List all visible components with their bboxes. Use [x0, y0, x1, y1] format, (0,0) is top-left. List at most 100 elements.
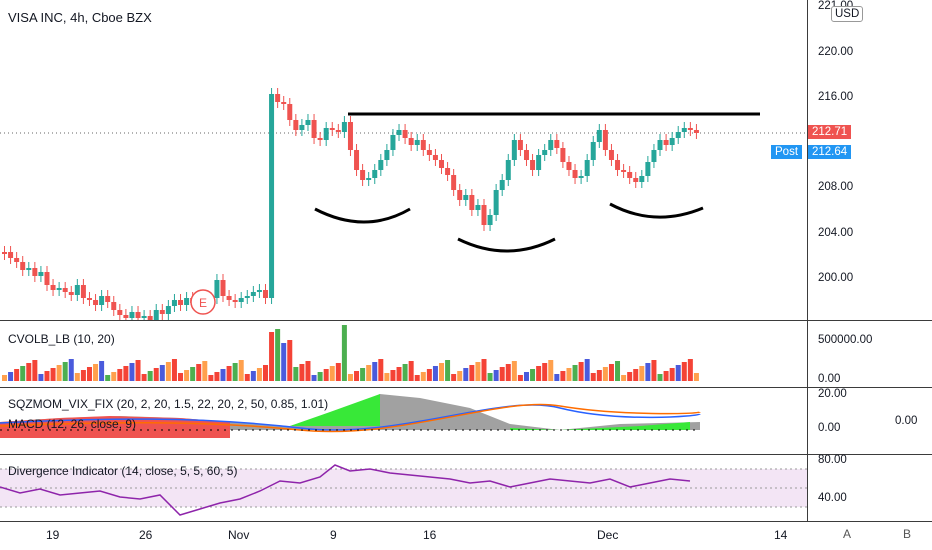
- price-pane[interactable]: E VISA INC, 4h, Cboe BZX: [0, 0, 807, 320]
- volume-bar: [439, 363, 445, 381]
- divergence-label[interactable]: Divergence Indicator (14, close, 5, 5, 6…: [8, 464, 238, 478]
- volume-bar: [135, 360, 141, 381]
- volume-bar: [262, 365, 268, 381]
- cvolb-axis-top: 500000.00: [818, 334, 873, 346]
- volume-bar: [608, 364, 614, 381]
- cvolb-label[interactable]: CVOLB_LB (10, 20): [8, 332, 115, 346]
- candle-body: [548, 140, 554, 150]
- volume-bar: [396, 367, 402, 381]
- candle-body: [420, 140, 426, 150]
- candle-body: [354, 150, 360, 170]
- price-tick: 200.00: [818, 272, 854, 284]
- candlesticks: [2, 88, 699, 320]
- volume-bar: [663, 371, 669, 381]
- candle-body: [32, 268, 38, 276]
- volume-bar: [566, 368, 572, 381]
- volume-bar: [293, 367, 299, 381]
- candle-body: [384, 150, 390, 160]
- candle-body: [317, 138, 323, 140]
- candle-body: [305, 120, 311, 125]
- volume-bar: [499, 367, 505, 381]
- price-tick: 204.00: [818, 227, 854, 239]
- candle-body: [178, 300, 184, 305]
- volume-bar: [311, 375, 317, 381]
- candle-body: [293, 120, 299, 130]
- candle-body: [68, 292, 74, 295]
- candle-body: [645, 162, 651, 176]
- auto-scale-button[interactable]: A: [843, 527, 852, 541]
- macd-label[interactable]: MACD (12, 26, close, 9): [8, 417, 137, 431]
- volume-bar: [93, 364, 99, 381]
- cvolb-pane[interactable]: CVOLB_LB (10, 20): [0, 321, 807, 387]
- candle-body: [360, 170, 366, 180]
- symbol-title[interactable]: VISA INC, 4h, Cboe BZX: [8, 10, 152, 25]
- volume-bar: [602, 367, 608, 381]
- candle-body: [329, 128, 335, 130]
- volume-bar: [196, 364, 202, 381]
- volume-bar: [184, 370, 190, 381]
- volume-bar: [432, 366, 438, 381]
- candle-body: [530, 160, 536, 170]
- volume-bar: [202, 361, 208, 381]
- volume-bar: [354, 371, 360, 381]
- time-tick: 16: [423, 528, 437, 542]
- candle-body: [639, 176, 645, 182]
- candle-body: [408, 138, 414, 145]
- volume-bar: [548, 360, 554, 381]
- candle-body: [38, 272, 44, 276]
- candle-body: [457, 190, 463, 200]
- volume-bar: [347, 374, 353, 381]
- volume-bar: [475, 362, 481, 381]
- volume-bar: [517, 375, 523, 381]
- candle-body: [56, 288, 62, 290]
- volume-bar: [323, 369, 329, 381]
- volume-bar: [360, 368, 366, 381]
- volume-bar: [80, 370, 86, 381]
- volume-bar: [99, 361, 105, 381]
- volume-bar: [335, 363, 341, 381]
- sqzmom-label[interactable]: SQZMOM_VIX_FIX (20, 2, 20, 1.5, 22, 20, …: [8, 397, 329, 411]
- candle-body: [311, 120, 317, 138]
- volume-bar: [20, 366, 26, 381]
- candle-body: [615, 160, 621, 170]
- earnings-icon[interactable]: [190, 289, 216, 315]
- candle-body: [262, 290, 268, 298]
- volume-bar: [414, 375, 420, 381]
- volume-bar: [105, 375, 111, 381]
- volume-bar: [669, 368, 675, 381]
- volume-bar: [402, 364, 408, 381]
- volume-bar: [651, 360, 657, 381]
- candle-body: [566, 162, 572, 170]
- volume-bar: [469, 365, 475, 381]
- volume-bar: [408, 361, 414, 381]
- candle-body: [226, 296, 232, 300]
- candle-body: [250, 292, 256, 296]
- candle-body: [275, 94, 281, 102]
- volume-bar: [578, 362, 584, 381]
- earnings-marker: E: [199, 296, 207, 310]
- cvolb-axis-bottom: 0.00: [818, 373, 841, 385]
- candle-body: [123, 315, 129, 318]
- sqzmom-pane[interactable]: SQZMOM_VIX_FIX (20, 2, 20, 1.5, 22, 20, …: [0, 388, 807, 454]
- log-scale-button[interactable]: B: [903, 527, 912, 541]
- volume-bar: [287, 340, 293, 381]
- volume-bar: [572, 365, 578, 381]
- currency-button[interactable]: USD: [831, 6, 864, 22]
- time-tick: 26: [139, 528, 153, 542]
- candle-body: [117, 310, 123, 315]
- volume-bar: [153, 368, 159, 381]
- candle-body: [378, 160, 384, 170]
- candle-body: [523, 150, 529, 160]
- volume-bar: [633, 369, 639, 381]
- candle-body: [341, 122, 347, 132]
- volume-bar: [305, 361, 311, 381]
- candle-body: [578, 176, 584, 178]
- price-tick: 220.00: [818, 46, 854, 58]
- candle-body: [44, 272, 50, 285]
- candle-body: [14, 258, 20, 262]
- volume-bar: [390, 370, 396, 381]
- divergence-pane[interactable]: Divergence Indicator (14, close, 5, 5, 6…: [0, 455, 807, 522]
- candle-body: [663, 140, 669, 145]
- volume-bar: [542, 363, 548, 381]
- candle-body: [111, 302, 117, 310]
